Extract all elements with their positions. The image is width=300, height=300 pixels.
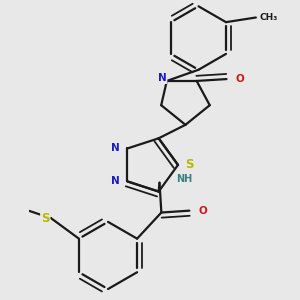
Text: NH: NH	[176, 174, 193, 184]
Text: O: O	[236, 74, 244, 84]
Text: N: N	[158, 73, 167, 83]
Text: S: S	[41, 212, 50, 225]
Text: CH₃: CH₃	[260, 13, 278, 22]
Text: O: O	[199, 206, 207, 216]
Text: S: S	[185, 158, 194, 171]
Text: N: N	[111, 176, 120, 186]
Text: N: N	[111, 143, 120, 154]
